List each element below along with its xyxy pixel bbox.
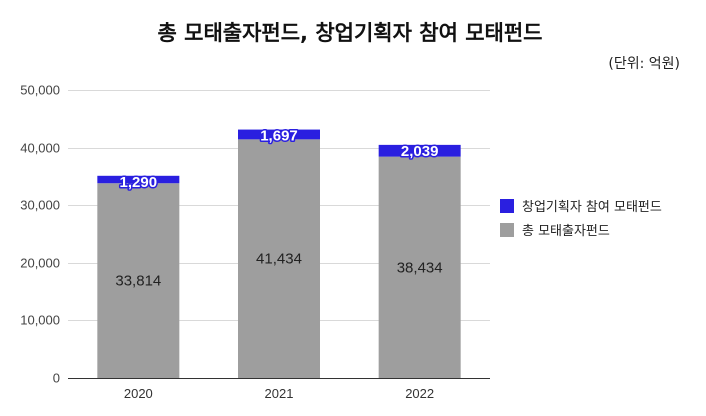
legend-label: 총 모태출자펀드	[522, 224, 610, 239]
legend-swatch	[500, 223, 514, 237]
data-label-accelerator-fund: 1,697	[260, 128, 298, 145]
x-axis-ticks: 2020 2021 2022	[124, 386, 434, 401]
y-tick-label: 40,000	[20, 141, 60, 156]
y-axis-ticks: 0 10,000 20,000 30,000 40,000 50,000	[20, 83, 60, 386]
bar-accelerator-fund	[97, 175, 180, 184]
y-tick-label: 20,000	[20, 256, 60, 271]
bar-accelerator-fund	[378, 144, 461, 157]
y-tick-label: 10,000	[20, 313, 60, 328]
bar-total-fund	[238, 139, 320, 378]
data-label-total-fund: 41,434	[256, 251, 302, 268]
bar-total-fund	[97, 183, 180, 378]
data-label-accelerator-fund: 1,290	[120, 174, 158, 191]
x-tick-label: 2020	[124, 386, 153, 401]
data-label-total-fund: 33,814	[115, 273, 161, 290]
x-tick-label: 2021	[265, 386, 294, 401]
data-label-accelerator-fund: 2,039	[401, 143, 439, 160]
y-tick-label: 0	[53, 371, 60, 386]
chart-title: 총 모태출자펀드, 창업기획자 참여 모태펀드	[158, 21, 543, 45]
y-tick-label: 50,000	[20, 83, 60, 98]
bars	[97, 129, 461, 378]
legend-label: 창업기획자 참여 모태펀드	[522, 200, 662, 215]
bar-accelerator-fund	[238, 129, 320, 140]
y-tick-label: 30,000	[20, 198, 60, 213]
data-label-total-fund: 38,434	[397, 259, 443, 276]
legend-swatch	[500, 199, 514, 213]
unit-note: (단위: 억원)	[608, 56, 680, 72]
bar-total-fund	[378, 156, 461, 378]
data-labels: 33,814 1,290 41,434 1,697 38,434 2,039	[115, 126, 443, 290]
x-tick-label: 2022	[405, 386, 434, 401]
